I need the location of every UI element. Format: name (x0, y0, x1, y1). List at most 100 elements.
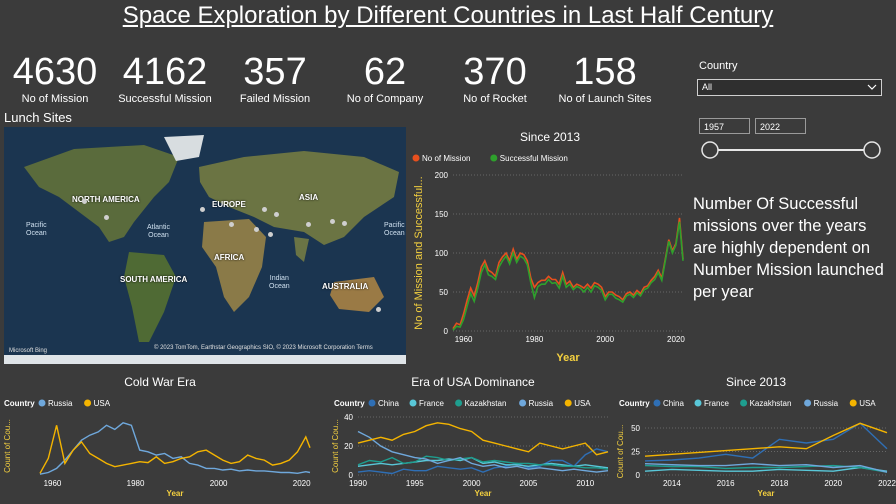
x-tick-label: 2022 (878, 479, 896, 488)
kpi-label: No of Mission (21, 93, 89, 105)
legend-label: USA (574, 399, 591, 408)
launch-site-dot[interactable] (330, 219, 335, 224)
country-dropdown[interactable]: All (697, 79, 882, 96)
page-title: Space Exploration by Different Countries… (122, 2, 774, 29)
launch-site-dot[interactable] (229, 222, 234, 227)
kpi-label: No of Company (346, 93, 424, 105)
slider-handle-start[interactable] (701, 141, 719, 159)
legend-label: USA (859, 399, 876, 408)
legend-marker (519, 399, 527, 407)
legend-marker (564, 399, 572, 407)
legend-marker (455, 399, 463, 407)
kpi-value: 370 (463, 51, 527, 93)
kpi-value: 4630 (12, 51, 98, 93)
launch-site-dot[interactable] (262, 207, 267, 212)
label-australia: AUSTRALIA (322, 282, 369, 291)
y-axis-label: Count of Cou... (331, 419, 340, 473)
chart-title: Era of USA Dominance (411, 375, 535, 389)
launch-sites-map[interactable]: NORTH AMERICA SOUTH AMERICA EUROPE AFRIC… (4, 127, 406, 364)
legend-marker (849, 399, 857, 407)
y-tick-label: 100 (435, 249, 449, 258)
year-to-input[interactable]: 2022 (755, 118, 806, 134)
x-tick-label: 2020 (293, 479, 311, 488)
series-line-usa (39, 425, 311, 474)
legend-title: Country (619, 399, 650, 408)
label-asia: ASIA (299, 193, 319, 202)
y-axis-label: Count of Cou... (616, 425, 625, 479)
chevron-down-icon (867, 84, 877, 90)
x-tick-label: 2020 (824, 479, 842, 488)
usa-dominance-chart[interactable]: Era of USA Dominance Country China France Ka… (330, 372, 615, 502)
y-tick-label: 0 (349, 471, 354, 480)
kpi-card-missions: 4630 No of Mission (2, 52, 108, 106)
chart-title: Since 2013 (726, 375, 786, 389)
map-background (4, 127, 406, 364)
series-line-no-of-mission (452, 217, 684, 330)
label-south-america: SOUTH AMERICA (120, 275, 188, 284)
x-tick-label: 1980 (525, 335, 543, 344)
legend-label: Russia (529, 399, 554, 408)
legend-label: Russia (48, 399, 73, 408)
country-dropdown-value: All (702, 82, 713, 92)
x-tick-label: 1995 (406, 479, 424, 488)
legend-label: Kazakhstan (465, 399, 507, 408)
chart-title: Cold War Era (124, 375, 196, 389)
launch-site-dot[interactable] (376, 307, 381, 312)
legend-marker (490, 154, 498, 162)
x-tick-label: 2020 (667, 335, 685, 344)
map-section-label: Lunch Sites (4, 110, 72, 125)
launch-site-dot[interactable] (200, 207, 205, 212)
cold-war-era-chart[interactable]: Cold War Era Country Russia USA 1960 1980 2000… (0, 372, 325, 502)
launch-site-dot[interactable] (268, 232, 273, 237)
year-range-slider[interactable] (698, 138, 884, 162)
x-tick-label: 1990 (349, 479, 367, 488)
legend-marker (653, 399, 661, 407)
year-from-input[interactable]: 1957 (699, 118, 750, 134)
x-tick-label: 1960 (455, 335, 473, 344)
y-tick-label: 50 (631, 424, 640, 433)
launch-site-dot[interactable] (82, 199, 87, 204)
since-2013-chart[interactable]: Since 2013 Country China France Kazakhstan Ru… (615, 372, 896, 502)
series-line-france (644, 466, 888, 472)
map-attribution: © 2023 TomTom, Earthstar Geographics SIO… (154, 345, 373, 351)
x-axis-label: Year (167, 489, 184, 498)
launch-site-dot[interactable] (274, 212, 279, 217)
legend-label: China (663, 399, 684, 408)
launch-site-dot[interactable] (254, 227, 259, 232)
country-slicer-label: Country (699, 60, 738, 72)
y-tick-label: 200 (435, 171, 449, 180)
launch-site-dot[interactable] (306, 222, 311, 227)
series-line-successful-mission (452, 221, 684, 331)
x-axis-label: Year (758, 489, 775, 498)
insight-text: Number Of Successful missions over the y… (693, 195, 884, 301)
launch-site-dot[interactable] (104, 215, 109, 220)
y-axis-label: No of Mission and Successful... (413, 176, 425, 329)
legend-marker (740, 399, 748, 407)
legend-label: France (419, 399, 444, 408)
legend-marker (38, 399, 46, 407)
x-tick-label: 2016 (717, 479, 735, 488)
x-tick-label: 1980 (127, 479, 145, 488)
label-pacific-ocean-right: Pacific Ocean (384, 222, 405, 237)
kpi-card-failed: 357 Failed Mission (222, 52, 328, 106)
legend-label: France (704, 399, 729, 408)
y-tick-label: 0 (444, 327, 449, 336)
slider-handle-end[interactable] (863, 141, 881, 159)
legend-label: USA (94, 399, 111, 408)
x-tick-label: 2005 (520, 479, 538, 488)
kpi-value: 158 (573, 51, 637, 93)
legend-label: China (378, 399, 399, 408)
legend-title: Country (334, 399, 365, 408)
kpi-label: No of Launch Sites (558, 93, 652, 105)
series-line-russia (644, 462, 888, 473)
y-axis-label: Count of Cou... (3, 419, 12, 473)
legend-marker (804, 399, 812, 407)
x-axis-label: Year (556, 352, 580, 364)
main-line-chart[interactable]: Since 2013 No of Mission Successful Missio… (408, 125, 693, 365)
x-tick-label: 2000 (463, 479, 481, 488)
launch-site-dot[interactable] (342, 221, 347, 226)
legend-label: Kazakhstan (750, 399, 792, 408)
y-tick-label: 150 (435, 210, 449, 219)
series-line-usa (644, 422, 888, 457)
series-line-usa (357, 422, 609, 456)
